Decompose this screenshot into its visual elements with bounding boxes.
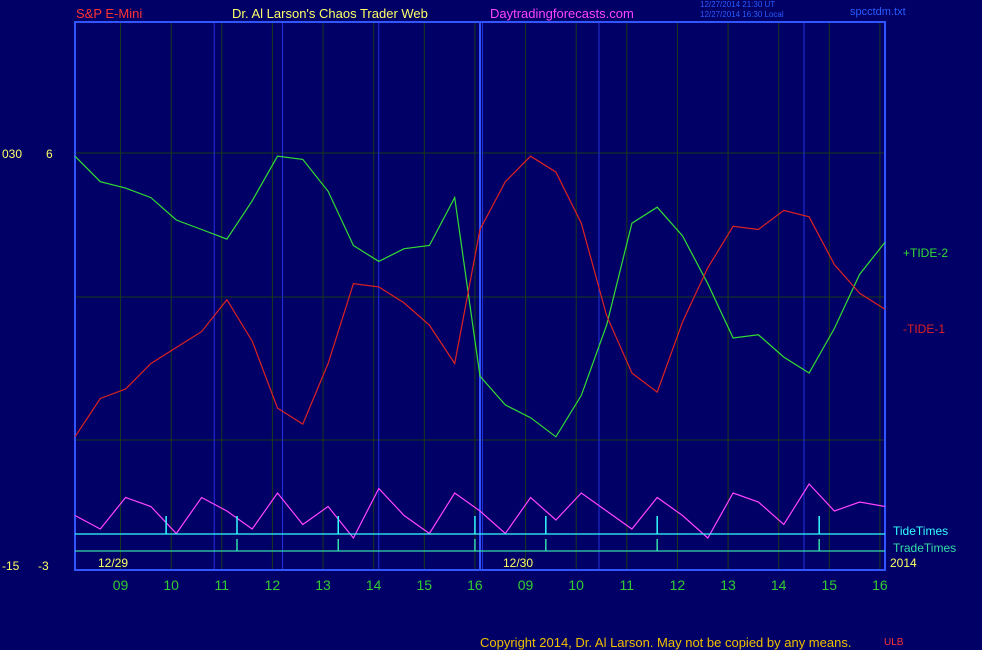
- chart-series: [74, 155, 886, 540]
- legend-minus-tide-1: -TIDE-1: [903, 322, 945, 336]
- series-line--tide-2: [74, 155, 886, 438]
- copyright-notice: Copyright 2014, Dr. Al Larson. May not b…: [480, 635, 852, 650]
- x-tick-label: 10: [163, 577, 179, 593]
- x-tick-label: 13: [720, 577, 736, 593]
- x-tick-label: 15: [822, 577, 838, 593]
- chart-tick-labels: 09 10 11 12 13 14 15 16 09 10 11 12 13 14 15 16: [113, 577, 888, 593]
- timestamp-ut: 12/27/2014 21:30 UT: [700, 0, 776, 9]
- footer-tag: ULB: [884, 637, 904, 648]
- x-tick-label: 14: [771, 577, 787, 593]
- y-inner-bottom-label: -3: [38, 559, 49, 573]
- year-label: 2014: [890, 556, 917, 570]
- series-line--tide-1: [74, 155, 886, 438]
- symbol-label: S&P E-Mini: [76, 6, 143, 21]
- legend-trade-times: TradeTimes: [893, 541, 957, 555]
- y-inner-top-label: 6: [46, 147, 53, 161]
- chart-title: Dr. Al Larson's Chaos Trader Web: [232, 6, 428, 21]
- x-tick-label: 09: [113, 577, 129, 593]
- site-link[interactable]: Daytradingforecasts.com: [490, 6, 634, 21]
- data-file-name: spcctdm.txt: [850, 6, 906, 18]
- y-outer-bottom-label: -15: [2, 559, 20, 573]
- session-date-1: 12/29: [98, 556, 129, 570]
- x-tick-label: 11: [215, 577, 230, 593]
- x-tick-label: 09: [518, 577, 534, 593]
- x-tick-label: 16: [872, 577, 888, 593]
- legend-tide-times: TideTimes: [893, 524, 949, 538]
- x-tick-label: 10: [568, 577, 584, 593]
- session-date-2: 12/30: [503, 556, 534, 570]
- x-tick-label: 12: [265, 577, 281, 593]
- series-line-timing: [74, 483, 886, 540]
- legend-plus-tide-2: +TIDE-2: [903, 246, 949, 260]
- chart-markers: [75, 516, 885, 552]
- x-tick-label: 16: [467, 577, 483, 593]
- x-tick-label: 15: [417, 577, 433, 593]
- chart-frame: [74, 21, 886, 571]
- timestamp-local: 12/27/2014 16:30 Local: [700, 10, 784, 19]
- x-tick-label: 12: [670, 577, 686, 593]
- x-tick-label: 14: [366, 577, 382, 593]
- y-outer-top-label: 030: [2, 147, 23, 161]
- x-tick-label: 13: [315, 577, 331, 593]
- x-tick-label: 11: [620, 577, 635, 593]
